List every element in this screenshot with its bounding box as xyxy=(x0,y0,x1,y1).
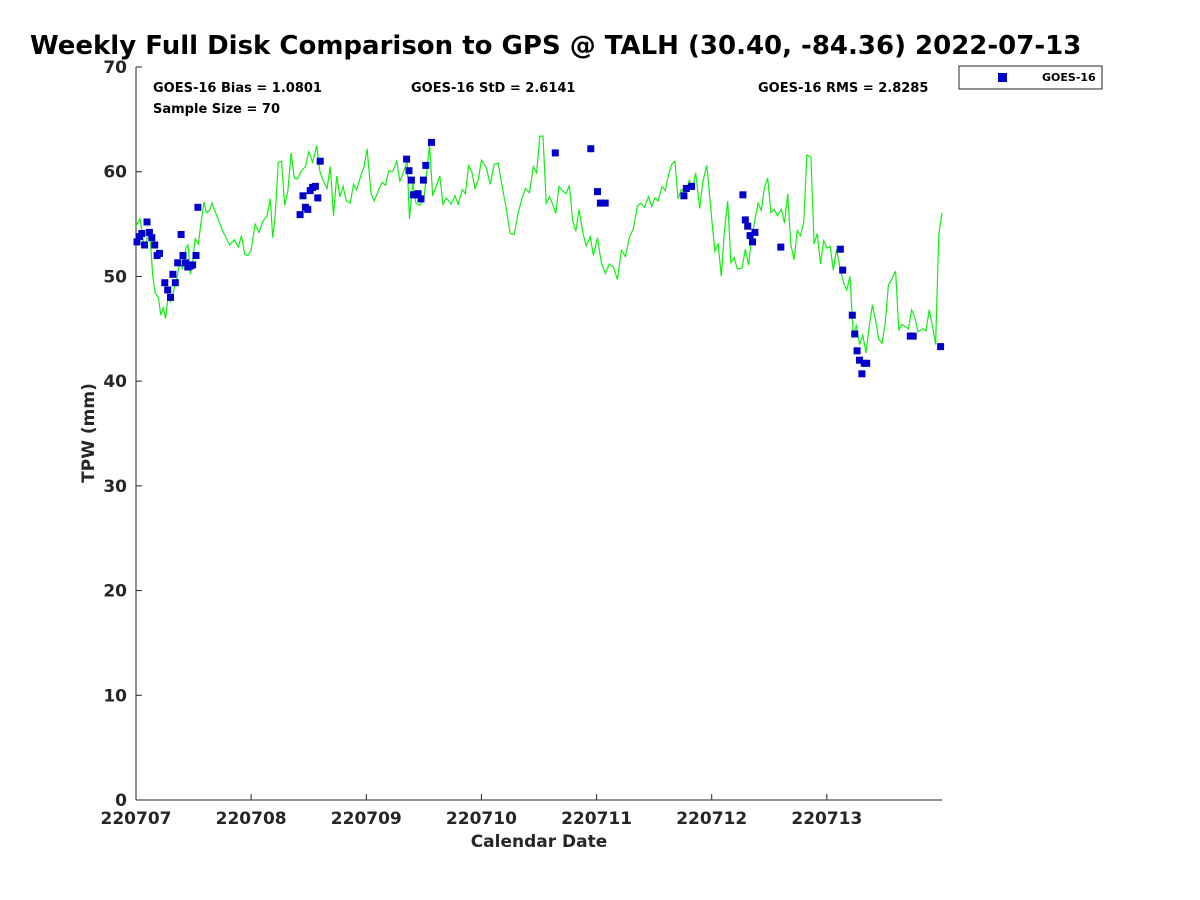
goes16-point xyxy=(853,347,861,355)
x-tick-label: 220708 xyxy=(216,809,287,829)
goes16-point xyxy=(161,279,169,287)
goes16-point xyxy=(296,211,304,219)
x-tick-label: 220711 xyxy=(561,809,632,829)
goes16-point xyxy=(316,157,324,165)
goes16-point xyxy=(164,286,172,294)
goes16-point xyxy=(551,149,559,157)
goes16-point xyxy=(177,231,185,238)
goes16-point xyxy=(856,356,863,364)
goes16-point xyxy=(194,203,202,211)
goes16-point xyxy=(839,266,847,274)
goes16-point xyxy=(167,293,174,301)
goes16-point xyxy=(741,216,749,224)
goes16-point xyxy=(141,241,149,249)
goes16-point xyxy=(751,228,759,236)
goes16-point xyxy=(594,188,601,196)
x-tick-label: 220712 xyxy=(676,809,747,829)
x-tick-label: 220710 xyxy=(446,809,517,829)
goes16-point xyxy=(133,238,141,246)
goes16-point xyxy=(417,195,425,203)
goes16-point xyxy=(143,218,151,226)
goes16-point xyxy=(407,176,415,184)
goes16-point xyxy=(587,145,595,153)
stat-sample-size: Sample Size = 70 xyxy=(153,102,280,117)
goes16-point xyxy=(744,222,752,230)
goes16-point xyxy=(909,332,917,340)
gps-tpw-line xyxy=(135,135,943,354)
goes16-point xyxy=(311,182,319,190)
legend-label-goes16: GOES-16 xyxy=(1042,71,1096,84)
goes16-point xyxy=(314,194,322,202)
goes16-point xyxy=(169,270,177,278)
goes16-point xyxy=(189,261,197,269)
stat-rms: GOES-16 RMS = 2.8285 xyxy=(758,81,928,96)
legend: GOES-16 xyxy=(958,65,1103,90)
goes16-point xyxy=(145,228,153,236)
y-tick-label: 40 xyxy=(103,372,127,392)
goes16-point xyxy=(403,155,411,163)
y-tick-label: 10 xyxy=(103,686,127,706)
y-tick-label: 30 xyxy=(103,477,127,497)
goes16-point xyxy=(682,185,690,192)
chart-title: Weekly Full Disk Comparison to GPS @ TAL… xyxy=(30,31,1081,61)
goes16-point xyxy=(596,199,604,207)
goes16-point xyxy=(601,199,609,207)
goes16-point xyxy=(680,192,688,200)
y-tick-label: 60 xyxy=(103,163,127,183)
goes16-point xyxy=(192,252,200,259)
goes16-point xyxy=(937,343,945,351)
goes16-point xyxy=(419,176,427,184)
goes16-point xyxy=(749,238,756,246)
y-tick-label: 0 xyxy=(115,791,127,811)
goes16-point xyxy=(851,330,859,338)
x-tick-label: 220707 xyxy=(101,809,172,829)
goes16-point xyxy=(863,359,871,367)
goes16-point xyxy=(777,243,785,251)
stat-bias: GOES-16 Bias = 1.0801 xyxy=(153,81,322,96)
goes16-point xyxy=(171,279,179,287)
goes16-point xyxy=(428,138,435,146)
goes16-points-layer xyxy=(133,138,945,378)
goes16-point xyxy=(848,311,856,319)
goes16-point xyxy=(181,259,189,267)
stat-std: GOES-16 StD = 2.6141 xyxy=(411,81,575,96)
gps-line-layer xyxy=(135,135,943,354)
x-axis-title: Calendar Date xyxy=(471,832,608,852)
x-tick-label: 220713 xyxy=(791,809,862,829)
legend-box xyxy=(958,65,1103,90)
goes16-point xyxy=(151,241,159,249)
goes16-point xyxy=(739,191,747,199)
plot-area xyxy=(136,67,942,800)
y-tick-label: 70 xyxy=(103,58,127,78)
goes16-point xyxy=(156,249,163,257)
goes16-point xyxy=(414,190,422,198)
y-axis-ticks: 0 10 20 30 40 50 60 70 xyxy=(103,58,142,811)
goes16-point xyxy=(179,252,187,259)
goes16-point xyxy=(299,192,307,200)
x-axis-ticks: 220707 220708 220709 220710 220711 220712 2207… xyxy=(101,794,862,829)
goes16-point xyxy=(148,234,156,242)
goes16-point xyxy=(836,245,844,253)
y-tick-label: 20 xyxy=(103,582,127,602)
goes16-point xyxy=(304,205,312,213)
y-tick-label: 50 xyxy=(103,267,127,287)
goes16-point xyxy=(174,259,182,267)
x-tick-label: 220709 xyxy=(331,809,402,829)
goes16-point xyxy=(746,232,754,240)
goes16-point xyxy=(688,182,696,190)
goes16-point xyxy=(405,167,413,175)
goes16-point xyxy=(422,161,430,169)
legend-marker-goes16 xyxy=(998,73,1007,82)
goes16-point xyxy=(858,370,866,378)
y-axis-title: TPW (mm) xyxy=(79,383,99,483)
goes16-point xyxy=(138,230,146,237)
